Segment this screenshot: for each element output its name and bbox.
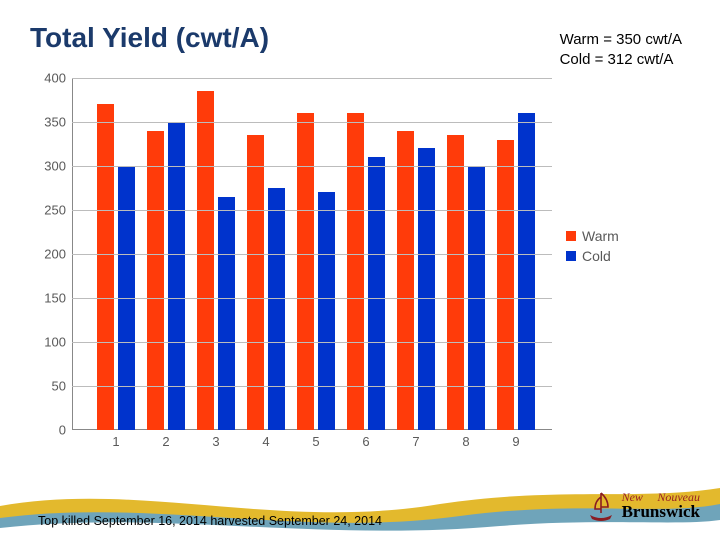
y-tick-label: 150 <box>32 291 66 306</box>
bar-warm <box>97 104 114 430</box>
y-tick-label: 300 <box>32 159 66 174</box>
x-tick-label: 9 <box>512 434 519 449</box>
y-tick-label: 350 <box>32 115 66 130</box>
y-tick-label: 200 <box>32 247 66 262</box>
x-tick-label: 6 <box>362 434 369 449</box>
grid-line <box>72 254 552 255</box>
legend-label: Warm <box>582 228 619 244</box>
bar-cold <box>418 148 435 430</box>
x-tick-label: 2 <box>162 434 169 449</box>
legend: Warm Cold <box>566 228 619 268</box>
bar-cold <box>368 157 385 430</box>
plot-area <box>72 78 552 430</box>
bar-warm <box>347 113 364 430</box>
y-tick-label: 0 <box>32 423 66 438</box>
grid-line <box>72 342 552 343</box>
bar-cold <box>168 122 185 430</box>
brunswick-logo: New Nouveau Brunswick <box>570 480 700 532</box>
grid-line <box>72 298 552 299</box>
grid-line <box>72 122 552 123</box>
y-tick-label: 250 <box>32 203 66 218</box>
x-tick-label: 1 <box>112 434 119 449</box>
legend-item: Cold <box>566 248 619 264</box>
slide: Total Yield (cwt/A) Warm = 350 cwt/A Col… <box>0 0 720 540</box>
footer-note: Top killed September 16, 2014 harvested … <box>38 514 382 528</box>
legend-label: Cold <box>582 248 611 264</box>
summary-block: Warm = 350 cwt/A Cold = 312 cwt/A <box>560 30 682 71</box>
y-tick-label: 50 <box>32 379 66 394</box>
legend-swatch <box>566 231 576 241</box>
summary-line-cold: Cold = 312 cwt/A <box>560 50 682 70</box>
y-tick-label: 400 <box>32 71 66 86</box>
grid-line <box>72 386 552 387</box>
legend-item: Warm <box>566 228 619 244</box>
x-tick-label: 5 <box>312 434 319 449</box>
summary-line-warm: Warm = 350 cwt/A <box>560 30 682 50</box>
chart: WarmCold 0501001502002503003504001234567… <box>32 78 642 458</box>
grid-line <box>72 210 552 211</box>
bar-cold <box>218 197 235 430</box>
bar-cold <box>518 113 535 430</box>
y-tick-label: 100 <box>32 335 66 350</box>
grid-line <box>72 166 552 167</box>
slide-title: Total Yield (cwt/A) <box>30 22 269 54</box>
bar-cold <box>268 188 285 430</box>
bar-warm <box>197 91 214 430</box>
logo-text: New Nouveau Brunswick <box>622 492 700 520</box>
bar-warm <box>297 113 314 430</box>
logo-main: Brunswick <box>622 504 700 520</box>
legend-swatch <box>566 251 576 261</box>
grid-line <box>72 78 552 79</box>
x-tick-label: 4 <box>262 434 269 449</box>
x-tick-label: 7 <box>412 434 419 449</box>
ship-icon <box>586 489 616 523</box>
x-tick-label: 3 <box>212 434 219 449</box>
x-tick-label: 8 <box>462 434 469 449</box>
bar-cold <box>318 192 335 430</box>
